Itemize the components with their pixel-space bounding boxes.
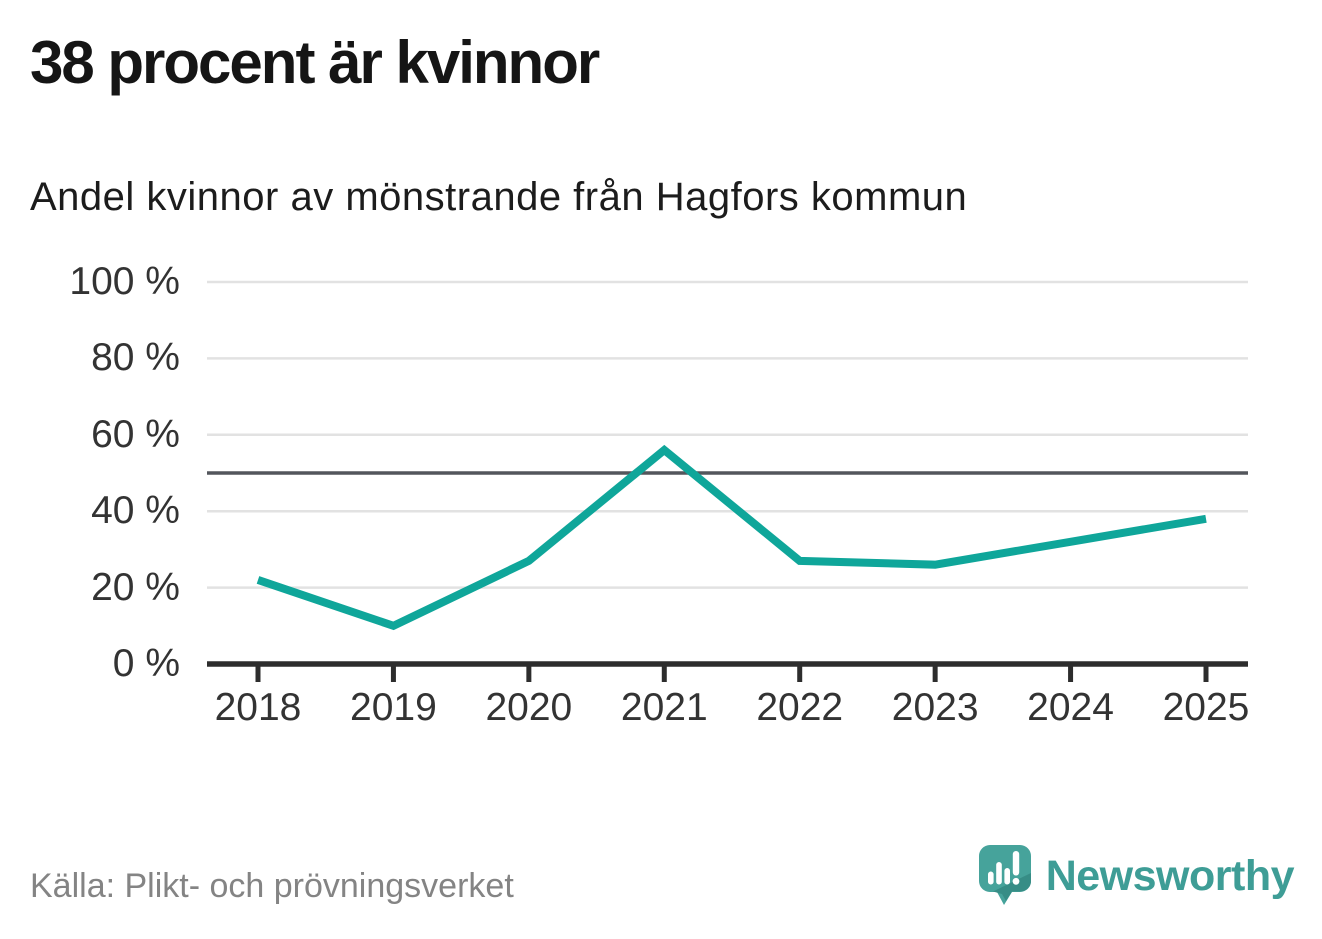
- data-line: [256, 444, 1207, 631]
- x-axis-label: 2021: [620, 686, 708, 729]
- source-note: Källa: Plikt- och prövningsverket: [30, 867, 514, 905]
- y-axis-label: 0 %: [112, 642, 180, 685]
- newsworthy-wordmark: Newsworthy: [1045, 851, 1295, 900]
- y-axis-label: 80 %: [91, 336, 180, 380]
- chart-subtitle: Andel kvinnor av mönstrande från Hagfors…: [30, 175, 968, 219]
- y-axis-label: 100 %: [69, 260, 180, 303]
- newsworthy-logo-icon: [978, 845, 1031, 905]
- newsworthy-logo[interactable]: Newsworthy: [978, 841, 1295, 911]
- x-axis-label: 2024: [1027, 686, 1114, 729]
- x-axis-label: 2022: [756, 686, 844, 729]
- logo-bar-1: [987, 871, 994, 885]
- logo-exclamation-bar: [1012, 851, 1019, 876]
- x-axis-label: 2019: [350, 686, 437, 729]
- x-axis-label: 2025: [1162, 686, 1250, 729]
- page-title: 38 procent är kvinnor: [30, 29, 600, 96]
- x-axis-label: 2023: [891, 686, 979, 729]
- logo-exclamation-dot: [1012, 877, 1020, 885]
- y-axis-label: 40 %: [91, 489, 180, 533]
- y-axis-label: 60 %: [91, 412, 180, 456]
- logo-bubble-fold: [992, 873, 1031, 901]
- x-axis-label: 2018: [214, 686, 302, 729]
- y-axis-label: 20 %: [91, 565, 180, 609]
- logo-bar-3: [1004, 868, 1010, 885]
- x-axis-label: 2020: [485, 686, 573, 729]
- logo-bar-2: [995, 862, 1002, 885]
